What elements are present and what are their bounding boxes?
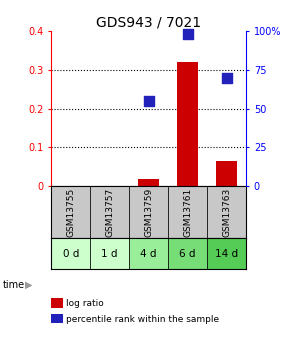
- Bar: [168, 238, 207, 269]
- Bar: [138, 179, 159, 186]
- Bar: [177, 62, 198, 186]
- Text: 0 d: 0 d: [63, 249, 79, 258]
- Text: 4 d: 4 d: [140, 249, 157, 258]
- Text: 6 d: 6 d: [179, 249, 196, 258]
- Text: GSM13761: GSM13761: [183, 188, 192, 237]
- Text: time: time: [3, 280, 25, 289]
- Text: GSM13759: GSM13759: [144, 188, 153, 237]
- Point: [185, 31, 190, 37]
- Bar: [216, 161, 237, 186]
- Text: log ratio: log ratio: [66, 299, 104, 308]
- Bar: [168, 186, 207, 238]
- Text: percentile rank within the sample: percentile rank within the sample: [66, 315, 219, 324]
- Text: GSM13763: GSM13763: [222, 188, 231, 237]
- Point: [224, 75, 229, 80]
- Text: ▶: ▶: [25, 280, 33, 289]
- Bar: [129, 238, 168, 269]
- Title: GDS943 / 7021: GDS943 / 7021: [96, 16, 201, 30]
- Bar: [207, 186, 246, 238]
- Text: GSM13755: GSM13755: [66, 188, 75, 237]
- Bar: [129, 186, 168, 238]
- Text: GSM13757: GSM13757: [105, 188, 114, 237]
- Point: [146, 98, 151, 104]
- Text: 14 d: 14 d: [215, 249, 238, 258]
- Bar: [90, 238, 129, 269]
- Bar: [51, 238, 90, 269]
- Bar: [207, 238, 246, 269]
- Text: 1 d: 1 d: [101, 249, 118, 258]
- Bar: [51, 186, 90, 238]
- Bar: [90, 186, 129, 238]
